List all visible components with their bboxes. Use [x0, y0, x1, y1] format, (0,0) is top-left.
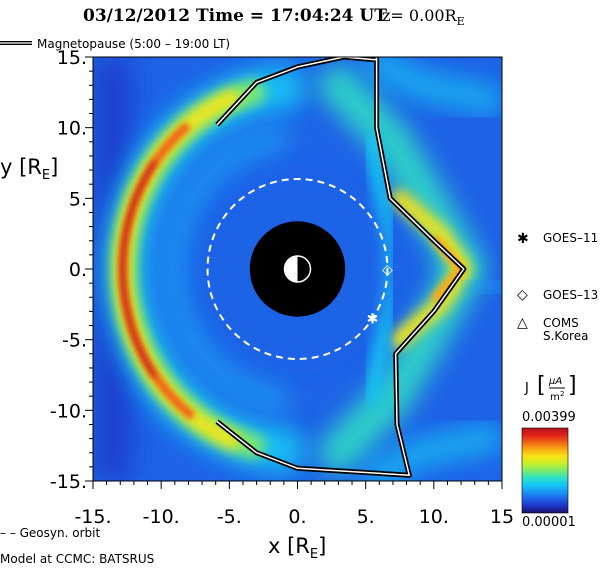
x-tick-label: -5. — [217, 506, 242, 528]
y-tick-label: -5. — [62, 330, 87, 352]
y-tick-label: 15. — [57, 47, 87, 69]
header-time: 17:04:24 — [270, 6, 354, 26]
x-tick-label: -15. — [74, 506, 111, 528]
colorbar-label: J — [524, 381, 529, 396]
x-axis-label-sub: E — [310, 547, 318, 562]
x-axis-ticks: -15. -10. -5. 0. 5. 10. 15 — [74, 481, 514, 528]
x-tick-label: 0. — [288, 506, 306, 528]
magnetopause-legend: Magnetopause (5:00 – 19:00 LT) — [0, 37, 230, 51]
y-axis-label: y [RE] — [0, 155, 58, 183]
y-tick-label: 0. — [69, 259, 87, 281]
header-z-unit-sub: E — [457, 15, 465, 28]
satellite-marker-0: ✱ — [367, 311, 379, 327]
colorbar-unit-den-sup: 2 — [560, 390, 564, 398]
field-flank-lower — [364, 423, 502, 481]
magnetopause-legend-label: Magnetopause (5:00 – 19:00 LT) — [37, 37, 230, 51]
x-tick-label: 5. — [357, 506, 375, 528]
satellite-legend: ✱ GOES–11 ◇ GOES–13 △ COMS S.Korea — [517, 231, 598, 343]
geosynchronous-orbit — [206, 178, 389, 360]
colorbar: J [ μA m 2 ] 0.00399 0.00001 — [521, 373, 577, 530]
y-axis-label-text: y [R — [0, 155, 42, 179]
field-inner-band — [157, 123, 291, 415]
header-z-value: 0.00 — [409, 6, 445, 25]
earth-icon — [283, 255, 312, 283]
field-far-right — [464, 273, 502, 301]
magnetopause-line-highlight — [216, 57, 465, 477]
satellite-markers: ✱◇ — [367, 262, 393, 327]
field-ring-red — [120, 160, 156, 378]
header-time-unit: UT — [354, 6, 388, 26]
svg-text:[: [ — [537, 373, 546, 398]
goes11-symbol-icon: ✱ — [517, 231, 529, 247]
header-time-label: Time = — [196, 6, 270, 26]
colorbar-min: 0.00001 — [522, 515, 576, 530]
geosyn-legend: – – Geosyn. orbit — [0, 526, 100, 540]
colorbar-gradient — [521, 427, 569, 514]
field-flank-upper — [364, 57, 502, 115]
plot-area: ✱◇ — [93, 57, 502, 481]
x-axis-label-text: x [R — [268, 534, 310, 558]
current-density-field — [93, 57, 502, 481]
coms-symbol-icon: △ — [517, 315, 528, 331]
coms-label-country: S.Korea — [543, 329, 588, 343]
x-axis-label: x [RE] — [268, 534, 326, 562]
svg-text:]: ] — [568, 373, 577, 398]
header-z-label: z= — [382, 6, 409, 25]
colorbar-unit-num: μA — [548, 376, 562, 387]
goes13-symbol-icon: ◇ — [517, 287, 528, 303]
coms-label: COMS — [543, 316, 579, 330]
colorbar-max: 0.00399 — [522, 410, 576, 425]
header-z-unit: R — [445, 6, 458, 25]
y-tick-label: 10. — [57, 118, 87, 140]
header-title: 03/12/2012 Time = 17:04:24 UT — [83, 6, 387, 26]
y-tick-label: -10. — [50, 400, 87, 422]
y-tick-label: -15. — [50, 471, 87, 493]
colorbar-unit-den: m — [550, 392, 560, 403]
goes13-label: GOES–13 — [543, 288, 598, 302]
header-z: z= 0.00RE — [382, 6, 465, 28]
satellite-marker-1: ◇ — [382, 262, 393, 278]
goes11-label: GOES–11 — [543, 231, 598, 245]
x-tick-label: -10. — [143, 506, 180, 528]
header-date: 03/12/2012 — [83, 6, 190, 26]
x-tick-label: 15 — [490, 506, 514, 528]
x-tick-label: 10. — [419, 506, 449, 528]
model-credit: Model at CCMC: BATSRUS — [0, 552, 154, 566]
y-axis-label-sub: E — [42, 168, 50, 183]
y-tick-label: 5. — [69, 188, 87, 210]
y-axis-ticks: 15. 10. 5. 0. -5. -10. -15. — [50, 47, 93, 493]
